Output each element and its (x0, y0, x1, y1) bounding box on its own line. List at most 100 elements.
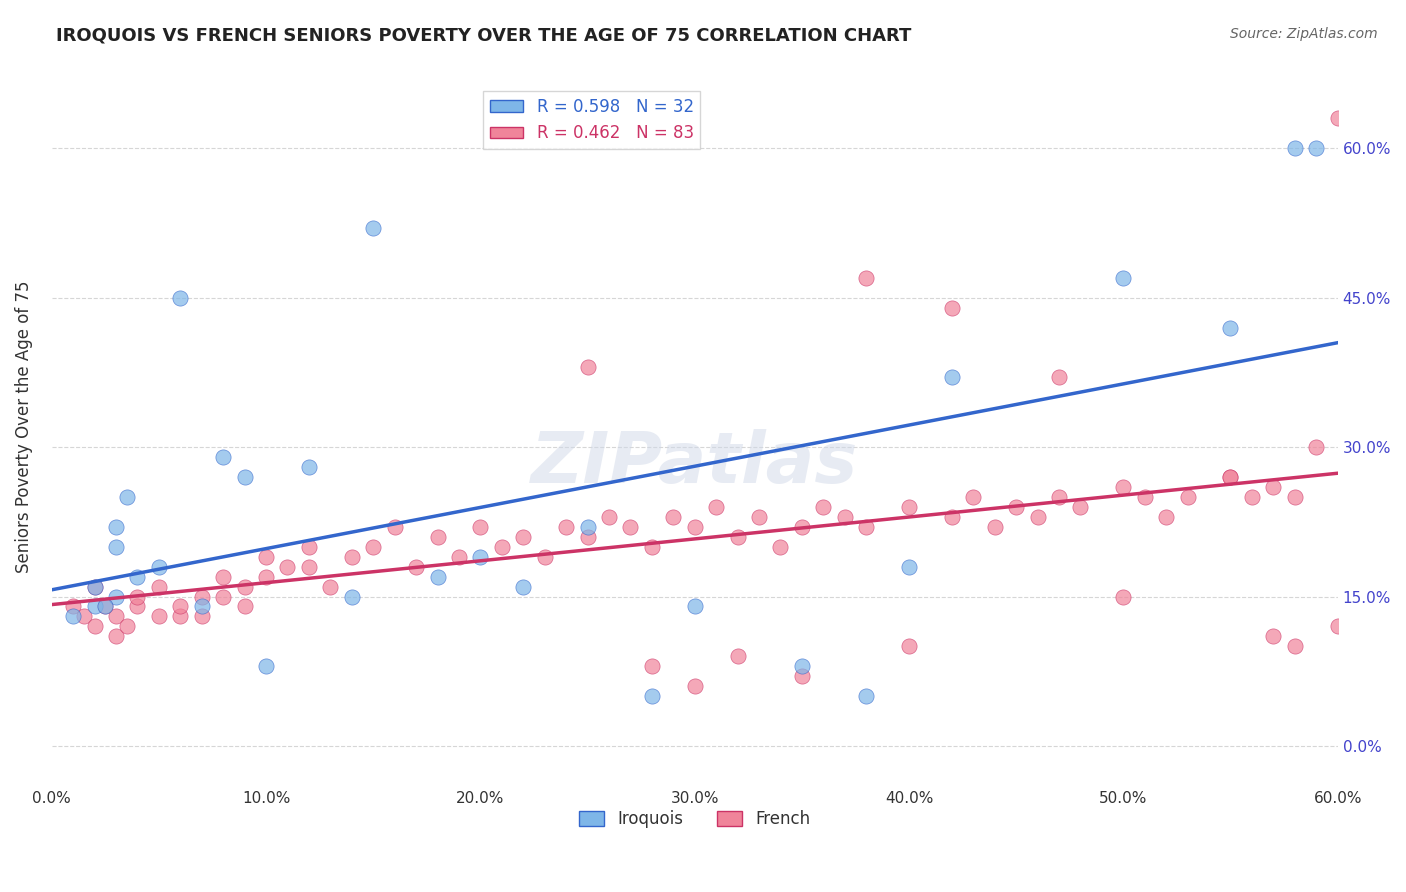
Point (191, 599, 214, 614)
Point (148, 580, 170, 594)
Point (169, 291, 191, 305)
Point (1177, 490, 1199, 504)
Point (1263, 629, 1285, 643)
Point (298, 559, 321, 574)
Point (576, 520, 599, 534)
Point (1219, 320, 1241, 334)
Point (1284, 141, 1306, 155)
Point (384, 520, 406, 534)
Point (1219, 470, 1241, 484)
Point (1326, 619, 1348, 633)
Point (191, 590, 214, 604)
Point (748, 509, 770, 524)
Point (813, 500, 835, 514)
Point (127, 599, 149, 614)
Text: Source: ZipAtlas.com: Source: ZipAtlas.com (1230, 27, 1378, 41)
Point (105, 540, 128, 554)
Point (1047, 490, 1070, 504)
Point (83, 580, 105, 594)
Point (105, 590, 128, 604)
Point (855, 520, 877, 534)
Point (491, 540, 513, 554)
Point (1284, 490, 1306, 504)
Point (662, 509, 685, 524)
Point (169, 599, 191, 614)
Legend: Iroquois, French: Iroquois, French (572, 804, 817, 835)
Point (426, 569, 449, 583)
Point (298, 460, 321, 475)
Point (641, 540, 664, 554)
Point (962, 490, 984, 504)
Point (898, 559, 921, 574)
Point (834, 509, 856, 524)
Point (641, 659, 664, 673)
Point (683, 679, 706, 693)
Point (941, 509, 963, 524)
Point (470, 549, 492, 564)
Point (361, 221, 384, 235)
Point (276, 559, 298, 574)
Point (1305, 440, 1327, 454)
Point (127, 590, 149, 604)
Point (1112, 480, 1135, 494)
Point (447, 549, 470, 564)
Point (233, 580, 256, 594)
Point (641, 689, 664, 703)
Text: ZIPatlas: ZIPatlas (531, 428, 859, 498)
Point (790, 520, 813, 534)
Point (1284, 640, 1306, 654)
Point (94, 599, 117, 614)
Point (83, 580, 105, 594)
Point (898, 640, 921, 654)
Point (105, 520, 128, 534)
Point (855, 689, 877, 703)
Point (470, 520, 492, 534)
Point (105, 609, 128, 624)
Point (1026, 509, 1049, 524)
Point (115, 490, 138, 504)
Point (340, 590, 363, 604)
Point (254, 569, 277, 583)
Point (361, 540, 384, 554)
Point (1069, 500, 1091, 514)
Point (1326, 112, 1348, 126)
Point (94, 599, 117, 614)
Point (941, 370, 963, 384)
Point (727, 649, 749, 664)
Point (683, 599, 706, 614)
Point (298, 540, 321, 554)
Point (1112, 270, 1135, 285)
Point (769, 540, 792, 554)
Point (1240, 490, 1263, 504)
Point (576, 530, 599, 544)
Point (898, 500, 921, 514)
Point (148, 609, 170, 624)
Point (212, 450, 235, 464)
Point (555, 520, 578, 534)
Point (233, 470, 256, 484)
Point (1263, 480, 1285, 494)
Point (115, 619, 138, 633)
Point (1305, 141, 1327, 155)
Point (1005, 500, 1028, 514)
Point (405, 559, 427, 574)
Point (855, 270, 877, 285)
Point (727, 530, 749, 544)
Point (683, 520, 706, 534)
Point (191, 609, 214, 624)
Point (704, 500, 727, 514)
Point (233, 599, 256, 614)
Point (512, 530, 534, 544)
Point (62, 609, 84, 624)
Point (83, 599, 105, 614)
Point (212, 569, 235, 583)
Point (533, 549, 555, 564)
Point (983, 520, 1005, 534)
Point (576, 360, 599, 375)
Point (127, 569, 149, 583)
Point (212, 590, 235, 604)
Point (1112, 590, 1135, 604)
Point (1047, 370, 1070, 384)
Point (148, 559, 170, 574)
Point (254, 659, 277, 673)
